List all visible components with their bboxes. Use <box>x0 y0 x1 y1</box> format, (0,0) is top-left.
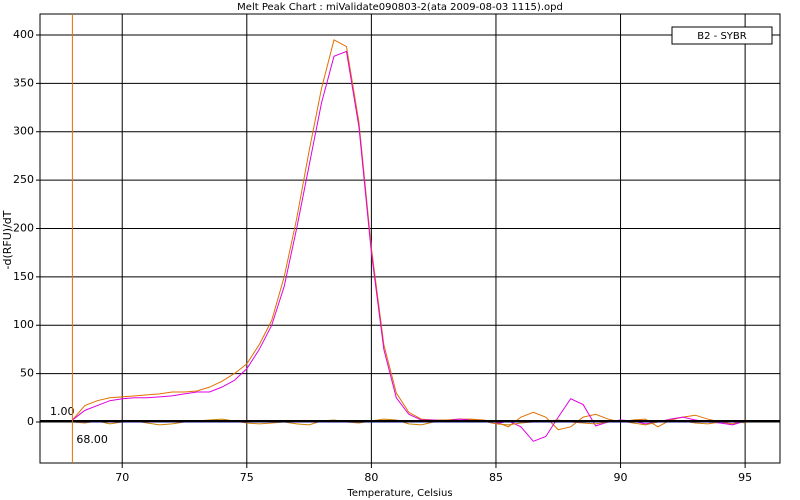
x-tick-label: 70 <box>115 471 129 484</box>
x-tick-label: 95 <box>738 471 752 484</box>
y-tick-label: 100 <box>13 318 34 331</box>
threshold-label: 1.00 <box>50 405 75 418</box>
x-tick-label: 90 <box>614 471 628 484</box>
chart-title: Melt Peak Chart : miValidate090803-2(ata… <box>237 2 563 13</box>
x-tick-label: 85 <box>489 471 503 484</box>
y-tick-label: 200 <box>13 221 34 234</box>
y-tick-label: 400 <box>13 28 34 41</box>
y-tick-label: 350 <box>13 76 34 89</box>
y-axis-label: -d(RFU)/dT <box>1 210 14 269</box>
marker-label: 68.00 <box>76 433 108 446</box>
y-tick-label: 250 <box>13 173 34 186</box>
x-tick-label: 80 <box>364 471 378 484</box>
legend-box <box>671 26 773 45</box>
y-tick-label: 50 <box>20 367 34 380</box>
plot-area <box>39 13 781 464</box>
y-tick-label: 0 <box>27 415 34 428</box>
y-tick-label: 300 <box>13 125 34 138</box>
x-axis-label: Temperature, Celsius <box>346 488 452 499</box>
x-tick-label: 75 <box>240 471 254 484</box>
y-tick-label: 150 <box>13 270 34 283</box>
legend-title: B2 - SYBR <box>697 31 747 42</box>
